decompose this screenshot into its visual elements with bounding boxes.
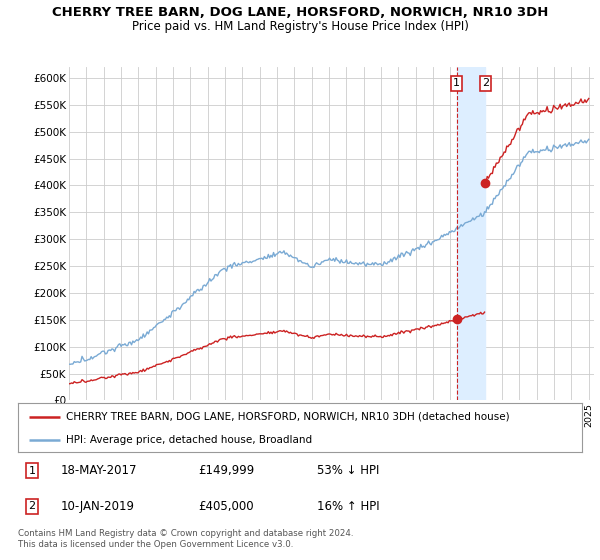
Text: Contains HM Land Registry data © Crown copyright and database right 2024.
This d: Contains HM Land Registry data © Crown c… bbox=[18, 529, 353, 549]
Text: HPI: Average price, detached house, Broadland: HPI: Average price, detached house, Broa… bbox=[66, 435, 312, 445]
Text: Price paid vs. HM Land Registry's House Price Index (HPI): Price paid vs. HM Land Registry's House … bbox=[131, 20, 469, 32]
Text: £149,999: £149,999 bbox=[199, 464, 255, 477]
Text: 2: 2 bbox=[29, 501, 35, 511]
Text: 53% ↓ HPI: 53% ↓ HPI bbox=[317, 464, 379, 477]
Text: 1: 1 bbox=[453, 78, 460, 88]
Text: 1: 1 bbox=[29, 466, 35, 475]
Text: 2: 2 bbox=[482, 78, 489, 88]
Text: 10-JAN-2019: 10-JAN-2019 bbox=[60, 500, 134, 513]
Text: £405,000: £405,000 bbox=[199, 500, 254, 513]
Text: 16% ↑ HPI: 16% ↑ HPI bbox=[317, 500, 380, 513]
Text: 18-MAY-2017: 18-MAY-2017 bbox=[60, 464, 137, 477]
Text: CHERRY TREE BARN, DOG LANE, HORSFORD, NORWICH, NR10 3DH: CHERRY TREE BARN, DOG LANE, HORSFORD, NO… bbox=[52, 6, 548, 18]
Bar bbox=[457, 67, 485, 400]
Text: CHERRY TREE BARN, DOG LANE, HORSFORD, NORWICH, NR10 3DH (detached house): CHERRY TREE BARN, DOG LANE, HORSFORD, NO… bbox=[66, 412, 509, 422]
